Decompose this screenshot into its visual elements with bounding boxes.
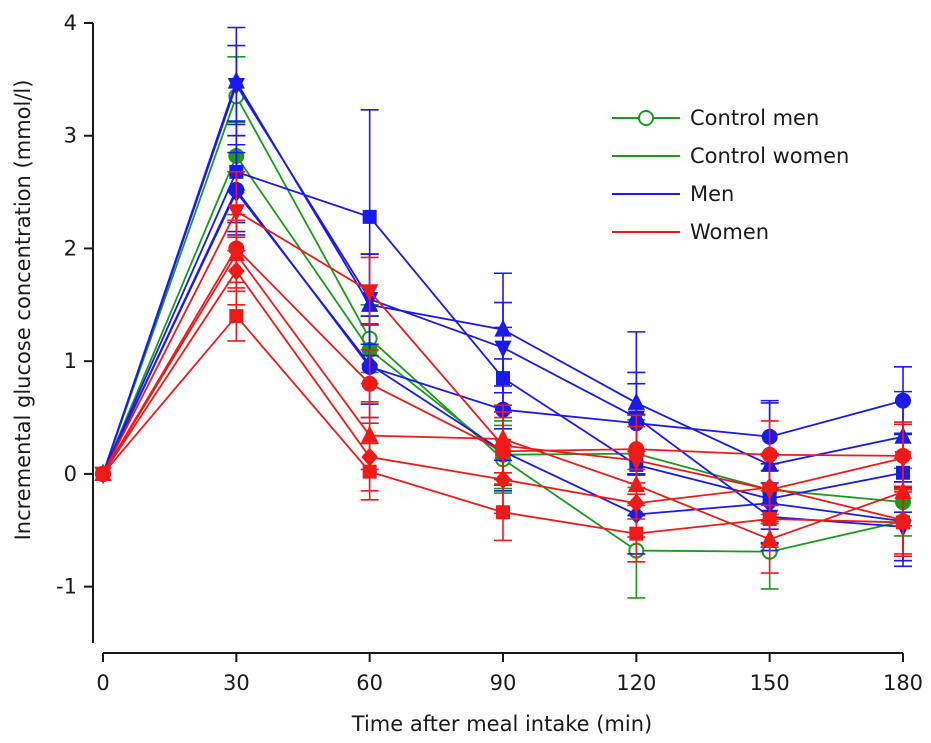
legend-label: Control men	[690, 106, 819, 130]
x-tick-label: 150	[750, 671, 790, 695]
y-tick-label: 0	[64, 462, 77, 486]
marker-square	[362, 209, 377, 224]
marker-square	[229, 309, 244, 324]
marker-triangle-down	[494, 340, 512, 358]
y-tick-label: 3	[64, 124, 77, 148]
x-tick-label: 0	[96, 671, 109, 695]
marker-open-circle	[638, 110, 654, 126]
marker-diamond	[894, 510, 912, 530]
marker-diamond	[228, 261, 245, 281]
marker-circle	[361, 375, 378, 392]
legend-label: Women	[690, 220, 769, 244]
x-tick-label: 60	[356, 671, 383, 695]
series-men-circle	[95, 143, 912, 482]
marker-diamond	[494, 470, 512, 490]
x-tick-label: 90	[490, 671, 517, 695]
marker-triangle-up	[761, 529, 779, 547]
y-axis-title: Incremental glucose concentration (mmol/…	[11, 80, 35, 541]
x-tick-label: 180	[883, 671, 923, 695]
y-tick-label: -1	[56, 575, 77, 599]
tick-layer: -1 0 1 2 3 4 0 30 60 90 120 150 180	[56, 11, 923, 695]
legend-item-control-women: Control women	[612, 144, 849, 168]
y-tick-label: 2	[64, 236, 77, 260]
marker-diamond	[94, 464, 112, 484]
legend-label: Control women	[690, 144, 849, 168]
y-tick-label: 1	[64, 349, 77, 373]
y-tick-label: 4	[64, 11, 77, 35]
marker-triangle-down	[894, 451, 912, 469]
marker-diamond	[361, 447, 378, 467]
legend: Control men Control women Men Women	[612, 106, 849, 244]
series-women-diamond	[94, 236, 912, 555]
x-tick-label: 30	[223, 671, 250, 695]
x-axis-title: Time after meal intake (min)	[351, 712, 652, 736]
marker-triangle-down	[627, 453, 645, 471]
legend-item-control-men: Control men	[612, 106, 819, 130]
marker-triangle-down	[227, 204, 245, 222]
legend-item-men: Men	[612, 182, 734, 206]
legend-item-women: Women	[612, 220, 769, 244]
marker-triangle-down	[227, 78, 245, 96]
marker-diamond	[628, 493, 645, 513]
legend-label: Men	[690, 182, 734, 206]
series-layer	[94, 26, 912, 599]
x-tick-label: 120	[616, 671, 656, 695]
marker-diamond	[761, 477, 778, 497]
marker-triangle-down	[361, 284, 379, 302]
